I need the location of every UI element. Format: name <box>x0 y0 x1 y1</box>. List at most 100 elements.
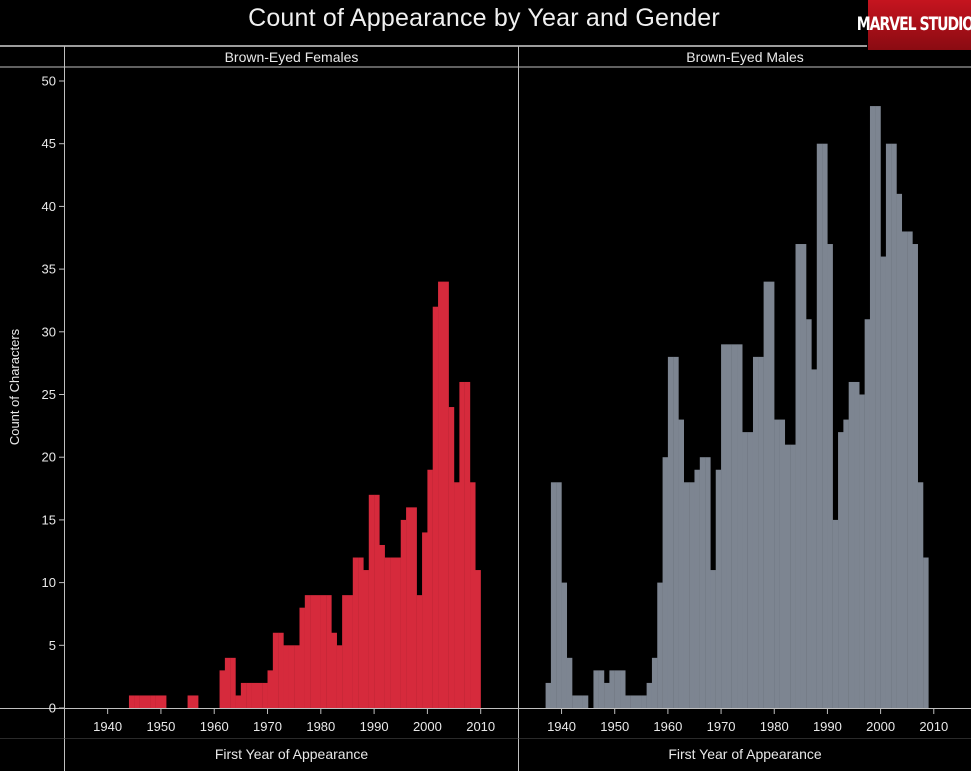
chart-frame <box>0 45 971 771</box>
bar-male-1997 <box>864 319 871 708</box>
bar-male-2008 <box>923 557 929 708</box>
bar-female-1965 <box>240 682 247 708</box>
bar-female-1976 <box>299 607 305 708</box>
bar-male-1975 <box>747 432 754 708</box>
bars-layer <box>128 106 929 709</box>
y-tick-label-45: 45 <box>42 136 56 151</box>
x-tick-label-0-1960: 1960 <box>200 719 229 734</box>
bar-male-1977 <box>758 356 764 708</box>
bar-female-1979 <box>315 595 321 708</box>
x-axis-label-0: First Year of Appearance <box>215 746 369 762</box>
bar-male-1939 <box>556 482 562 708</box>
y-axis: 0 5 10 15 20 25 30 35 40 45 50 <box>42 74 65 716</box>
bar-female-1966 <box>246 682 252 708</box>
y-tick-label-5: 5 <box>49 638 56 653</box>
bar-male-1981 <box>779 419 786 708</box>
bar-female-1988 <box>363 570 369 708</box>
x-tick-label-1-1950: 1950 <box>600 719 629 734</box>
bar-male-1995 <box>854 381 860 708</box>
bar-female-2000 <box>427 469 433 708</box>
bar-female-1992 <box>384 557 391 708</box>
bar-female-1947 <box>144 695 151 708</box>
bar-male-1966 <box>699 457 706 708</box>
bar-male-1980 <box>774 419 780 708</box>
bar-male-1998 <box>869 106 876 708</box>
bar-male-1956 <box>646 682 653 708</box>
y-tick-label-25: 25 <box>42 387 56 402</box>
bar-female-2008 <box>470 482 476 708</box>
y-tick-label-0: 0 <box>49 701 56 716</box>
bar-female-1997 <box>411 507 417 708</box>
x-tick-label-1-1970: 1970 <box>707 719 736 734</box>
bar-male-1962 <box>678 419 684 708</box>
x-tick-label-1-1980: 1980 <box>760 719 789 734</box>
bar-male-1990 <box>827 244 833 708</box>
x-axis-label-1: First Year of Appearance <box>668 746 822 762</box>
bar-female-2009 <box>475 570 481 708</box>
y-tick-label-40: 40 <box>42 199 56 214</box>
bar-male-2006 <box>912 244 918 708</box>
bar-female-1975 <box>294 645 300 708</box>
bar-male-1947 <box>598 670 605 708</box>
bar-male-2002 <box>891 143 897 708</box>
bar-male-1986 <box>806 319 812 708</box>
x-tick-label-0-2000: 2000 <box>413 719 442 734</box>
x-tick-label-0-1950: 1950 <box>146 719 175 734</box>
bar-male-1938 <box>550 482 557 708</box>
bar-male-2001 <box>885 143 892 708</box>
bar-female-1996 <box>406 507 412 708</box>
x-tick-label-1-1990: 1990 <box>813 719 842 734</box>
bar-female-1964 <box>235 695 242 708</box>
bar-female-1949 <box>155 695 162 708</box>
chart-title: Count of Appearance by Year and Gender <box>248 4 720 32</box>
bar-male-1984 <box>795 244 801 708</box>
x-tick-label-0-2010: 2010 <box>466 719 495 734</box>
bar-female-2004 <box>448 407 455 708</box>
bar-female-1968 <box>256 682 263 708</box>
bar-male-1974 <box>742 432 748 708</box>
bar-female-1950 <box>160 695 167 708</box>
bar-female-1993 <box>390 557 396 708</box>
bar-female-1955 <box>187 695 194 708</box>
x-tick-label-0-1970: 1970 <box>253 719 282 734</box>
bar-male-1957 <box>651 657 658 708</box>
bar-female-2001 <box>432 306 439 708</box>
x-tick-label-0-1980: 1980 <box>306 719 335 734</box>
bar-male-1948 <box>604 682 610 708</box>
y-tick-label-15: 15 <box>42 512 56 527</box>
bar-male-1992 <box>838 432 844 708</box>
bar-male-1991 <box>832 519 839 708</box>
bar-female-1995 <box>400 519 407 708</box>
bar-male-2007 <box>917 482 924 708</box>
bar-female-1944 <box>128 695 135 708</box>
bar-female-1987 <box>358 557 364 708</box>
x-tick-label-0-1940: 1940 <box>93 719 122 734</box>
bar-male-1946 <box>593 670 599 708</box>
y-tick-label-50: 50 <box>42 74 56 89</box>
x-axes: 1940 1950 1960 1970 1980 1990 2000 2010 First Ye… <box>93 708 948 762</box>
bar-male-2000 <box>880 256 887 708</box>
bar-male-1958 <box>657 582 663 708</box>
logo-text: MARVEL STUDIOS <box>856 14 971 36</box>
bar-male-1971 <box>726 344 732 708</box>
bar-male-1970 <box>721 344 727 708</box>
panel-headers: Brown-Eyed Females Brown-Eyed Males <box>225 49 804 65</box>
bar-male-2005 <box>907 231 913 709</box>
bar-male-1959 <box>662 457 669 708</box>
bar-female-1982 <box>331 632 337 708</box>
x-tick-label-0-1990: 1990 <box>360 719 389 734</box>
bar-male-1969 <box>715 469 722 708</box>
bar-female-1971 <box>272 632 279 708</box>
bar-male-1968 <box>710 570 716 708</box>
y-tick-label-35: 35 <box>42 262 56 277</box>
bar-female-1970 <box>267 670 273 708</box>
bar-female-1989 <box>368 494 375 708</box>
bar-female-2005 <box>454 482 460 708</box>
bar-female-1974 <box>288 645 295 708</box>
bar-male-1978 <box>763 281 770 708</box>
bar-male-1961 <box>673 356 679 708</box>
bar-male-1960 <box>667 356 674 708</box>
bar-male-1987 <box>811 369 817 708</box>
bar-female-1984 <box>342 595 348 708</box>
bar-male-1996 <box>859 394 865 708</box>
